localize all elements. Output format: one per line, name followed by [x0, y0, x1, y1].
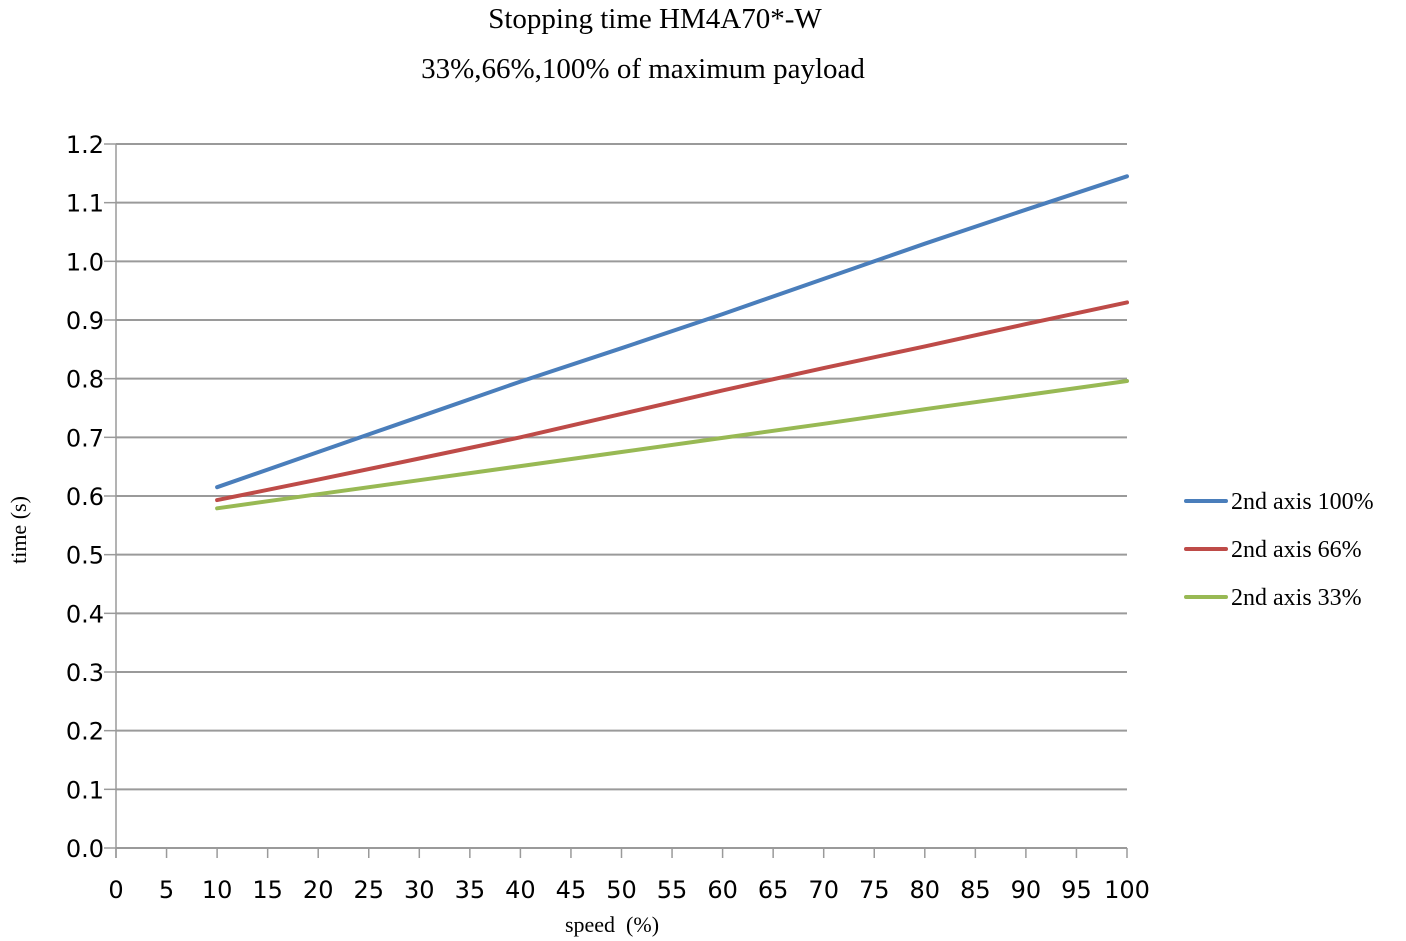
x-tick-label: 40: [505, 876, 536, 904]
y-tick-label: 0.7: [66, 424, 104, 452]
x-tick-label: 55: [657, 876, 688, 904]
y-tick-label: 1.0: [66, 248, 104, 276]
x-tick-label: 60: [707, 876, 738, 904]
series-line-1: [215, 174, 1129, 490]
legend-label: 2nd axis 66%: [1231, 537, 1362, 563]
series-line-2: [215, 300, 1129, 503]
x-tick-label: 50: [606, 876, 637, 904]
x-tick-label: 0: [108, 876, 123, 904]
y-tick-label: 1.2: [66, 131, 104, 159]
gridlines: [116, 143, 1127, 791]
x-tick-label: 10: [202, 876, 233, 904]
x-tick-label: 45: [556, 876, 587, 904]
x-tick-label: 80: [910, 876, 941, 904]
x-tick-label: 35: [455, 876, 486, 904]
x-tick-label: 95: [1061, 876, 1092, 904]
chart-subtitle: 33%,66%,100% of maximum payload: [421, 53, 865, 85]
x-axis-label: speed (%): [565, 912, 659, 937]
y-tick-label: 0.4: [66, 600, 104, 628]
y-tick-label: 0.6: [66, 483, 104, 511]
y-axis-label: time (s): [6, 496, 31, 564]
y-tick-labels: 0.0 0.1 0.2 0.3 0.4 0.5 0.6 0.7 0.8 0.9 1.0 1.1 1.2: [66, 131, 104, 863]
chart-title: Stopping time HM4A70*-W: [488, 3, 822, 35]
x-tick-label: 70: [808, 876, 839, 904]
y-tick-label: 1.1: [66, 190, 104, 218]
y-tick-label: 0.1: [66, 776, 104, 804]
legend-label: 2nd axis 100%: [1231, 489, 1374, 515]
x-tick-label: 100: [1104, 876, 1150, 904]
x-tick-label: 30: [404, 876, 435, 904]
y-tick-label: 0.9: [66, 307, 104, 335]
y-tick-label: 0.0: [66, 835, 104, 863]
legend-label: 2nd axis 33%: [1231, 585, 1362, 611]
series-lines: [215, 174, 1129, 511]
x-tick-labels: 0 5 10 15 20 25 30 35 40 45 50 55 60 65 70 75 80 85 90 95 10…: [108, 876, 1150, 904]
y-tick-label: 0.2: [66, 718, 104, 746]
x-tick-label: 85: [960, 876, 991, 904]
y-tick-label: 0.5: [66, 542, 104, 570]
x-tick-label: 20: [303, 876, 334, 904]
x-tick-label: 75: [859, 876, 890, 904]
x-tick-label: 5: [159, 876, 174, 904]
x-tick-label: 15: [252, 876, 283, 904]
x-tick-label: 25: [353, 876, 384, 904]
series-line-3: [215, 379, 1129, 511]
y-tick-label: 0.8: [66, 366, 104, 394]
legend: 2nd axis 100% 2nd axis 66% 2nd axis 33%: [1184, 489, 1374, 611]
x-tick-label: 90: [1011, 876, 1042, 904]
x-tick-label: 65: [758, 876, 789, 904]
axes: [104, 143, 1128, 858]
y-tick-label: 0.3: [66, 659, 104, 687]
